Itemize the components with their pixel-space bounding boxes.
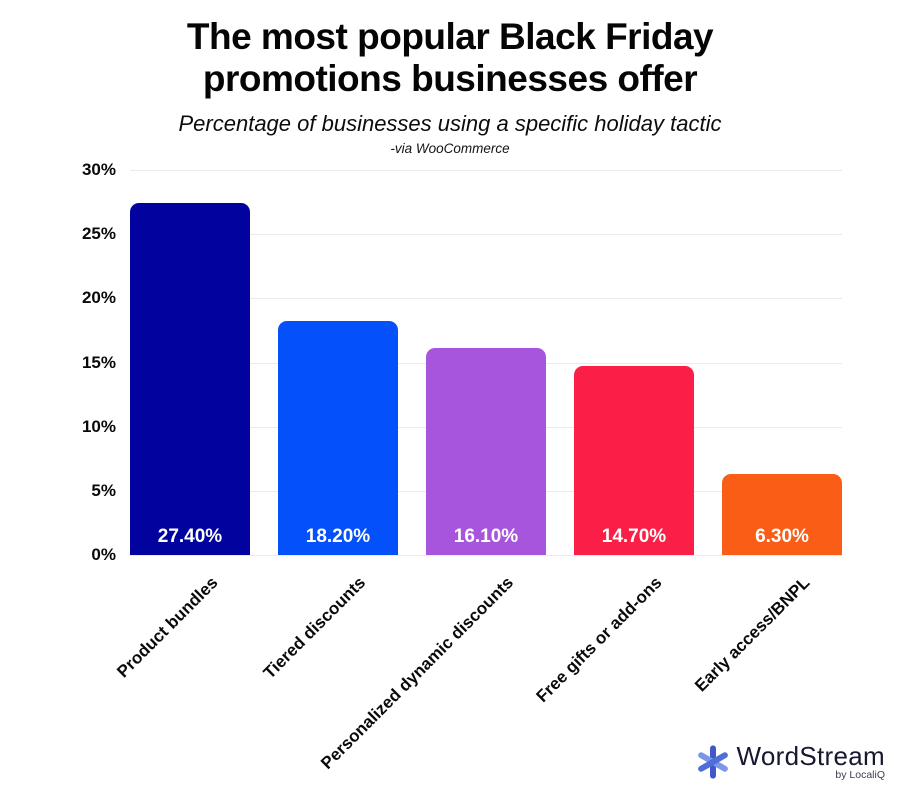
- x-axis-category-label: Free gifts or add-ons: [532, 573, 666, 706]
- bar: 16.10%: [426, 348, 546, 555]
- bar: 14.70%: [574, 366, 694, 555]
- x-axis-category-label: Product bundles: [113, 573, 222, 682]
- bar: 27.40%: [130, 203, 250, 555]
- bar: 6.30%: [722, 474, 842, 555]
- chart-source: -via WooCommerce: [390, 141, 510, 156]
- x-axis-category-label: Personalized dynamic discounts: [317, 573, 518, 773]
- y-axis-tick-label: 10%: [81, 416, 116, 436]
- y-axis-tick-label: 0%: [91, 545, 116, 564]
- bar-value-label: 16.10%: [453, 526, 519, 547]
- gridline: [130, 555, 842, 556]
- gridline: [130, 298, 842, 300]
- y-axis-tick-label: 5%: [91, 480, 116, 500]
- logo-text: WordStream by LocaliQ: [736, 741, 885, 782]
- asterisk-snowflake-icon: [697, 745, 728, 779]
- y-axis-tick-label: 25%: [81, 224, 116, 244]
- bar-value-label: 14.70%: [601, 526, 667, 547]
- y-axis-tick-label: 15%: [81, 352, 116, 372]
- bar-value-label: 18.20%: [305, 526, 371, 547]
- gridline: [130, 234, 842, 236]
- bar-value-label: 27.40%: [157, 526, 223, 547]
- y-axis-tick-label: 20%: [81, 288, 116, 308]
- gridline: [130, 170, 842, 171]
- logo-subtext: by LocaliQ: [835, 769, 885, 782]
- logo-name: WordStream: [736, 741, 885, 771]
- chart-title: The most popular Black Friday promotions…: [186, 16, 714, 99]
- wordstream-logo: WordStream by LocaliQ: [696, 741, 885, 782]
- bar: 18.20%: [278, 321, 398, 555]
- plot-area: 27.40% 18.20% 16.10% 14.70% 6.30%: [130, 170, 842, 555]
- y-axis-tick-label: 30%: [81, 160, 116, 179]
- bar-value-label: 6.30%: [755, 526, 809, 547]
- chart-subtitle: Percentage of businesses using a specifi…: [178, 111, 722, 136]
- x-axis-category-label: Early access/BNPL: [691, 573, 814, 696]
- x-axis-category-label: Tiered discounts: [260, 573, 370, 683]
